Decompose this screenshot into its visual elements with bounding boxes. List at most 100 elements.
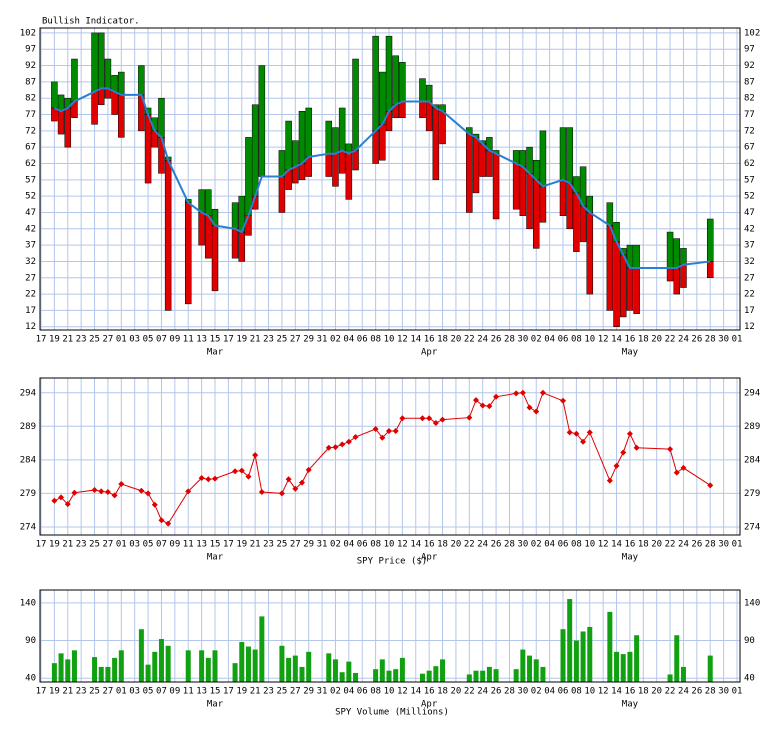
bar-lower	[332, 153, 339, 187]
bar	[440, 659, 446, 682]
month-label: Mar	[207, 348, 224, 358]
bar-upper	[338, 107, 346, 151]
point	[673, 469, 680, 476]
x-tick-label: 26	[691, 540, 702, 550]
x-tick-label: 17	[36, 335, 47, 345]
bar	[145, 664, 151, 682]
y-tick-label: 32	[744, 257, 755, 267]
point	[372, 425, 379, 432]
bar-upper	[559, 127, 567, 181]
bar-lower	[680, 264, 687, 288]
bar-lower	[231, 228, 239, 259]
bar	[520, 649, 526, 682]
x-tick-label: 17	[36, 540, 47, 550]
y-tick-label: 97	[744, 45, 755, 55]
point	[633, 444, 640, 451]
x-tick-label: 01	[116, 687, 127, 697]
bar	[205, 657, 211, 682]
x-tick-label: 14	[410, 335, 421, 345]
point	[71, 489, 78, 496]
bar-upper	[372, 35, 379, 132]
x-tick-label: 24	[678, 335, 689, 345]
bar	[466, 674, 472, 682]
bar-lower	[492, 153, 500, 220]
point	[526, 404, 533, 411]
point	[606, 477, 613, 484]
point	[573, 430, 580, 437]
point	[285, 476, 292, 483]
x-tick-label: 30	[718, 687, 729, 697]
point	[613, 462, 620, 469]
y-tick-label: 140	[744, 598, 760, 608]
point	[151, 501, 158, 508]
point	[325, 444, 332, 451]
x-tick-label: 20	[451, 540, 462, 550]
bar	[118, 650, 124, 682]
y-tick-label: 289	[744, 422, 760, 432]
x-tick-label: 21	[62, 687, 73, 697]
y-tick-label: 37	[25, 241, 36, 251]
bar	[614, 651, 620, 682]
bar-lower	[706, 261, 714, 279]
bar	[493, 669, 499, 682]
x-tick-label: 13	[196, 335, 207, 345]
point	[212, 475, 218, 482]
x-tick-label: 08	[370, 687, 381, 697]
bar-lower	[666, 267, 674, 282]
point	[586, 429, 593, 436]
bar-lower	[198, 212, 205, 246]
bar-upper	[205, 189, 212, 216]
bar-upper	[258, 65, 266, 177]
month-label: Apr	[421, 700, 438, 710]
x-tick-label: 06	[558, 335, 569, 345]
bar	[353, 672, 359, 682]
x-tick-label: 19	[49, 687, 60, 697]
point	[392, 428, 399, 435]
x-tick-label: 13	[196, 540, 207, 550]
point	[158, 517, 165, 524]
x-tick-label: 10	[384, 687, 395, 697]
point	[292, 485, 299, 492]
bar	[419, 673, 425, 682]
plot-border	[39, 27, 741, 331]
point	[98, 488, 105, 495]
y-tick-label: 77	[744, 110, 755, 120]
bar	[292, 655, 298, 682]
x-tick-label: 06	[558, 687, 569, 697]
point	[252, 452, 259, 459]
x-tick-label: 22	[464, 335, 475, 345]
bar-lower	[633, 267, 640, 314]
x-tick-label: 29	[303, 335, 314, 345]
x-tick-label: 24	[678, 687, 689, 697]
bar-upper	[352, 58, 359, 151]
y-tick-label: 92	[25, 61, 36, 71]
bar	[486, 666, 492, 682]
bar-lower	[579, 205, 587, 243]
point	[539, 389, 546, 396]
x-tick-label: 06	[357, 687, 368, 697]
bar	[65, 659, 71, 682]
x-tick-label: 04	[343, 540, 354, 550]
y-tick-label: 294	[20, 388, 36, 398]
x-tick-label: 10	[584, 540, 595, 550]
x-tick-label: 08	[370, 540, 381, 550]
bar-lower	[559, 179, 567, 216]
y-tick-label: 40	[744, 674, 755, 684]
x-tick-label: 23	[76, 687, 87, 697]
bar	[540, 666, 546, 682]
x-tick-label: 08	[571, 540, 582, 550]
x-tick-label: 12	[397, 540, 408, 550]
y-tick-label: 102	[20, 28, 36, 38]
bar-lower	[432, 107, 440, 181]
x-tick-label: 19	[49, 335, 60, 345]
bar-lower	[586, 212, 594, 295]
bar	[480, 670, 486, 682]
x-tick-label: 06	[357, 335, 368, 345]
y-tick-label: 90	[744, 636, 755, 646]
x-tick-label: 22	[464, 687, 475, 697]
bar	[667, 674, 673, 682]
point	[64, 501, 71, 508]
bar	[573, 640, 579, 682]
bar	[426, 670, 432, 682]
